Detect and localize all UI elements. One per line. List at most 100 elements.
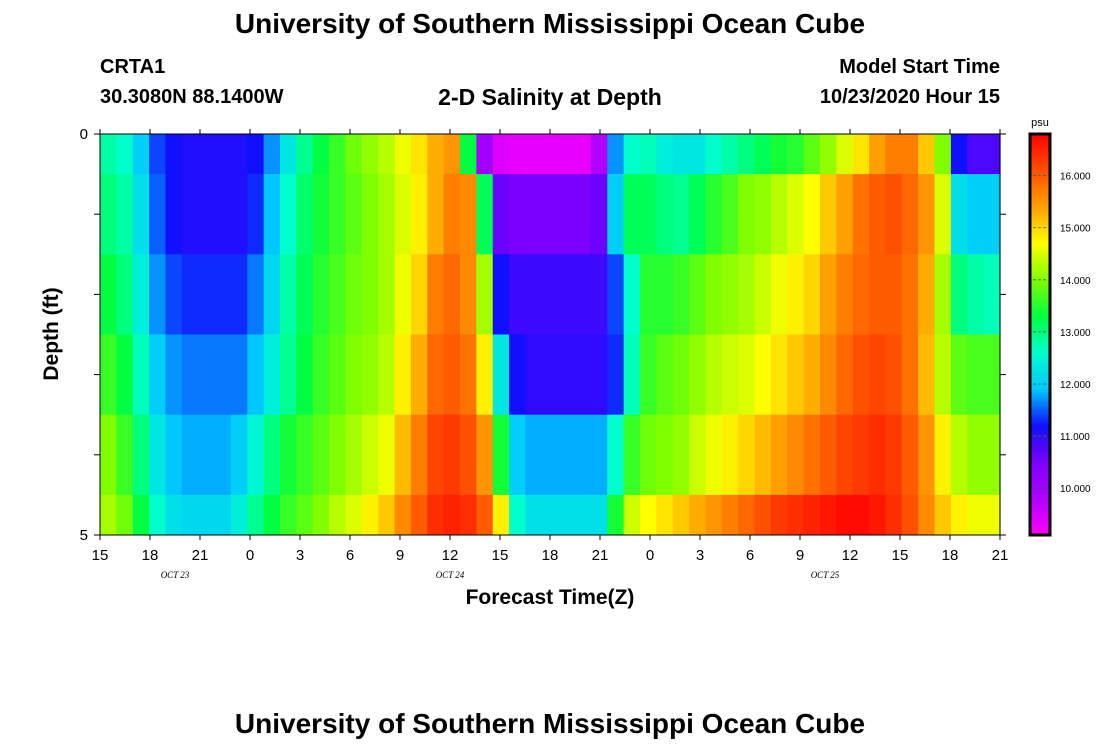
heatmap-cell bbox=[460, 494, 477, 536]
heatmap-cell bbox=[754, 414, 772, 496]
x-tick-label: 12 bbox=[442, 547, 459, 564]
heatmap-cell bbox=[836, 134, 854, 175]
heatmap-cell bbox=[770, 254, 788, 335]
heatmap-cell bbox=[590, 134, 608, 175]
heatmap-cell bbox=[410, 174, 428, 255]
heatmap-cell bbox=[820, 414, 837, 496]
heatmap-cell bbox=[803, 414, 821, 496]
heatmap-cell bbox=[280, 414, 297, 496]
heatmap-cell bbox=[492, 334, 510, 416]
heatmap-cell bbox=[738, 334, 756, 416]
heatmap-cell bbox=[198, 334, 216, 416]
heatmap-cell bbox=[918, 174, 936, 255]
heatmap-cell bbox=[100, 254, 117, 335]
colorbar-tick-label: 13.000 bbox=[1060, 328, 1091, 339]
heatmap-cell bbox=[492, 414, 510, 496]
heatmap-cell bbox=[640, 494, 657, 536]
heatmap-cell bbox=[165, 334, 183, 416]
heatmap-cell bbox=[345, 494, 363, 536]
heatmap-cell bbox=[181, 494, 199, 536]
heatmap-cell bbox=[525, 494, 543, 536]
heatmap-cell bbox=[852, 134, 870, 175]
heatmap-cell bbox=[705, 134, 723, 175]
heatmap-cell bbox=[967, 494, 985, 536]
heatmap-cell bbox=[770, 494, 788, 536]
heatmap-cell bbox=[230, 414, 248, 496]
heatmap-cell bbox=[116, 174, 134, 255]
heatmap-cell bbox=[918, 134, 936, 175]
top-title: University of Southern Mississippi Ocean… bbox=[234, 8, 866, 39]
heatmap-cell bbox=[640, 334, 657, 416]
heatmap-cell bbox=[345, 414, 363, 496]
heatmap-cell bbox=[721, 254, 739, 335]
heatmap-cell bbox=[525, 414, 543, 496]
heatmap-cell bbox=[263, 254, 281, 335]
heatmap-cell bbox=[509, 134, 527, 175]
heatmap-cell bbox=[492, 134, 510, 175]
heatmap-cell bbox=[525, 334, 543, 416]
heatmap-cell bbox=[803, 494, 821, 536]
heatmap-cell bbox=[803, 334, 821, 416]
heatmap-cell bbox=[950, 414, 968, 496]
heatmap-cell bbox=[116, 254, 134, 335]
heatmap-cell bbox=[918, 494, 936, 536]
heatmap-cell bbox=[378, 134, 396, 175]
heatmap-cell bbox=[230, 494, 248, 536]
heatmap-cell bbox=[116, 414, 134, 496]
heatmap-cell bbox=[950, 334, 968, 416]
heatmap-cell bbox=[721, 134, 739, 175]
heatmap-cell bbox=[427, 134, 445, 175]
x-tick-label: 15 bbox=[92, 547, 109, 564]
heatmap-cell bbox=[738, 134, 756, 175]
heatmap-cell bbox=[950, 254, 968, 335]
heatmap-cell bbox=[329, 334, 347, 416]
heatmap-cell bbox=[738, 414, 756, 496]
heatmap-cell bbox=[329, 134, 347, 175]
heatmap-cell bbox=[230, 334, 248, 416]
heatmap-cell bbox=[705, 334, 723, 416]
heatmap-cell bbox=[607, 254, 625, 335]
heatmap-cell bbox=[885, 254, 903, 335]
station-coords: 30.3080N 88.1400W bbox=[100, 86, 284, 108]
heatmap-cell bbox=[460, 414, 477, 496]
colorbar bbox=[1028, 132, 1052, 537]
heatmap-cell bbox=[934, 254, 952, 335]
heatmap-cell bbox=[656, 134, 674, 175]
heatmap-cell bbox=[689, 494, 707, 536]
heatmap-cell bbox=[770, 414, 788, 496]
heatmap-cell bbox=[361, 174, 379, 255]
heatmap-cell bbox=[689, 134, 707, 175]
heatmap-cell bbox=[165, 134, 183, 175]
heatmap-cell bbox=[590, 334, 608, 416]
heatmap-cell bbox=[116, 334, 134, 416]
heatmap-cell bbox=[509, 414, 527, 496]
heatmap-cell bbox=[901, 414, 919, 496]
heatmap-cell bbox=[934, 134, 952, 175]
heatmap-cell bbox=[705, 174, 723, 255]
heatmap-cell bbox=[738, 254, 756, 335]
heatmap-cell bbox=[983, 414, 1001, 496]
heatmap-cell bbox=[934, 174, 952, 255]
heatmap-cell bbox=[672, 334, 690, 416]
heatmap-cell bbox=[100, 334, 117, 416]
x-tick-label: 18 bbox=[942, 547, 959, 564]
heatmap-cell bbox=[836, 174, 854, 255]
heatmap-cell bbox=[607, 414, 625, 496]
heatmap-cell bbox=[476, 174, 494, 255]
heatmap-cell bbox=[394, 414, 412, 496]
heatmap-cell bbox=[263, 174, 281, 255]
heatmap-cell bbox=[721, 494, 739, 536]
heatmap-cell bbox=[509, 334, 527, 416]
heatmap-cell bbox=[950, 134, 968, 175]
heatmap-cell bbox=[656, 174, 674, 255]
colorbar-tick-label: 11.000 bbox=[1060, 432, 1090, 443]
heatmap-cell bbox=[787, 174, 805, 255]
heatmap-cell bbox=[492, 174, 510, 255]
heatmap-cell bbox=[558, 494, 576, 536]
y-tick-label: 0 bbox=[80, 126, 88, 143]
heatmap-cell bbox=[230, 174, 248, 255]
heatmap-cell bbox=[672, 134, 690, 175]
heatmap-cell bbox=[885, 494, 903, 536]
heatmap-cell bbox=[280, 174, 297, 255]
heatmap-cell bbox=[132, 494, 150, 536]
